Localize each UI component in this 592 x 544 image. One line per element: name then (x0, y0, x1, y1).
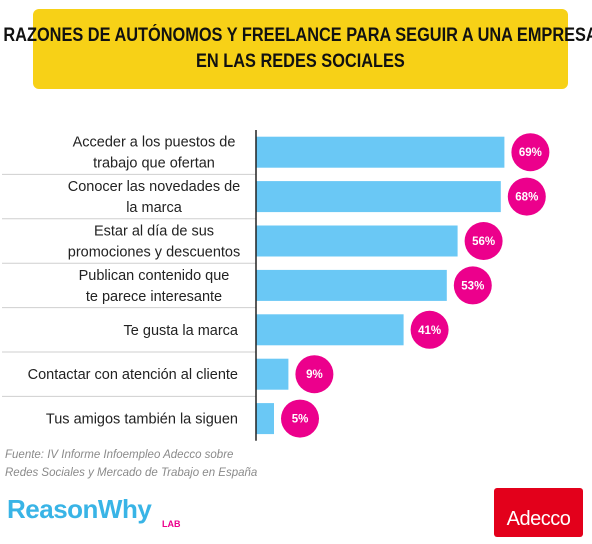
value-label-4: 41% (418, 325, 441, 337)
value-badge-1 (507, 177, 546, 216)
bar-4 (256, 314, 404, 346)
value-label-6: 5% (292, 414, 309, 426)
chart-title-line-1: RAZONES DE AUTÓNOMOS Y FREELANCE PARA SE… (3, 25, 592, 46)
reasonwhy-logo: ReasonWhy (7, 494, 152, 524)
value-label-1: 68% (515, 192, 538, 204)
value-label-2: 56% (472, 236, 495, 248)
reasonwhy-lab-label: LAB (162, 519, 181, 529)
category-label-3: Publican contenido que te parece interesa… (79, 268, 230, 305)
bar-0 (256, 136, 505, 168)
source-line-2: Redes Sociales y Mercado de Trabajo en E… (5, 467, 258, 479)
value-badge-5 (295, 355, 334, 394)
category-label-0: Acceder a los puestos de trabajo que ofer… (73, 135, 236, 172)
chart-title-line-2: EN LAS REDES SOCIALES (196, 51, 405, 72)
category-label-5: Contactar con atención al cliente (28, 367, 238, 383)
value-badge-2 (464, 222, 503, 260)
bar-6 (256, 403, 274, 435)
source-note: Fuente: IV Informe Infoempleo Adecco sob… (5, 446, 257, 482)
bar-1 (256, 181, 501, 213)
value-badge-3 (453, 266, 492, 305)
bar-5 (256, 358, 289, 390)
category-label-1: Conocer las novedades de la marca (68, 179, 241, 216)
category-label-4: Te gusta la marca (124, 323, 239, 339)
value-badge-0 (511, 133, 550, 172)
category-label-6: Tus amigos también la siguen (46, 412, 238, 428)
bar-2 (256, 225, 458, 257)
value-label-5: 9% (306, 369, 323, 381)
adecco-logo: Adecco (494, 488, 583, 537)
source-line-1: Fuente: IV Informe Infoempleo Adecco sob… (5, 449, 234, 461)
value-badge-4 (410, 310, 449, 349)
category-label-2: Estar al día de sus promociones y descuen… (68, 224, 241, 261)
value-badge-6 (281, 399, 319, 438)
value-label-3: 53% (461, 280, 484, 292)
bar-3 (256, 269, 447, 301)
value-label-0: 69% (519, 147, 542, 159)
chart-title-banner: RAZONES DE AUTÓNOMOS Y FREELANCE PARA SE… (3, 9, 592, 89)
adecco-logo-text: Adecco (506, 508, 571, 530)
